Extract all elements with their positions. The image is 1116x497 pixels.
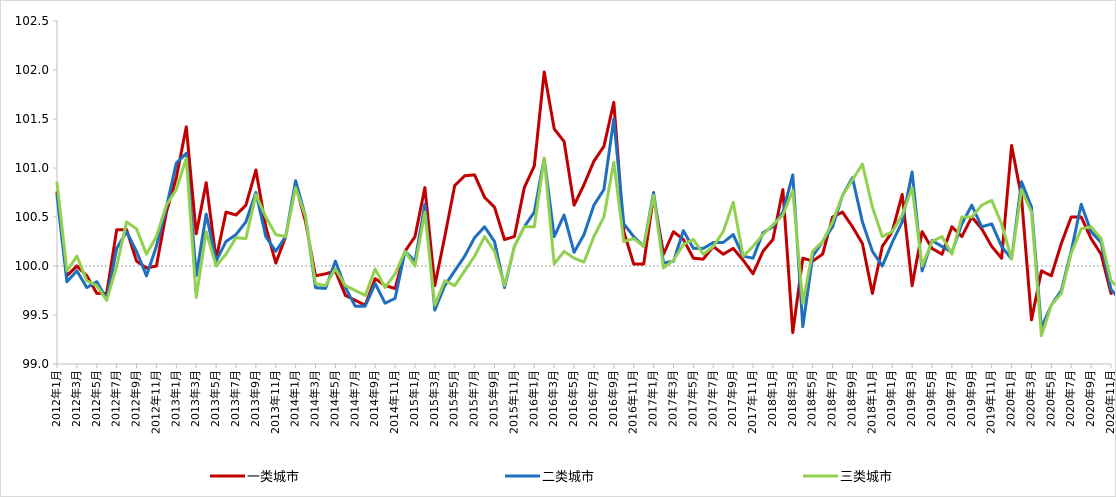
x-tick-label: 2019年7月 — [944, 370, 958, 427]
x-tick-label: 2020年9月 — [1083, 370, 1097, 427]
y-tick-label: 102.5 — [15, 14, 49, 28]
x-tick-label: 2016年1月 — [526, 370, 540, 427]
x-tick-label: 2013年5月 — [208, 370, 222, 427]
x-tick-label: 2018年7月 — [825, 370, 839, 427]
x-tick-label: 2014年1月 — [288, 370, 302, 427]
x-tick-label: 2015年1月 — [407, 370, 421, 427]
x-tick-label: 2015年7月 — [467, 370, 481, 427]
y-axis-ticks: 99.0 99.5 100.0 100.5 101.0 101.5 102.0 102.5 — [15, 14, 57, 371]
series-line-3 — [55, 156, 1115, 338]
series-line-1 — [55, 70, 1113, 335]
axes — [56, 21, 1111, 365]
x-tick-label: 2016年3月 — [546, 370, 560, 427]
x-tick-label: 2016年9月 — [606, 370, 620, 427]
series-line-2 — [55, 117, 1115, 330]
y-tick-label: 101.0 — [15, 161, 49, 175]
x-tick-label: 2014年5月 — [327, 370, 341, 427]
x-tick-label: 2018年1月 — [765, 370, 779, 427]
x-tick-label: 2020年7月 — [1063, 370, 1077, 427]
x-tick-label: 2014年7月 — [347, 370, 361, 427]
x-tick-label: 2017年7月 — [705, 370, 719, 427]
x-tick-label: 2019年11月 — [984, 370, 998, 434]
x-tick-label: 2020年5月 — [1043, 370, 1057, 427]
x-tick-label: 2019年3月 — [904, 370, 918, 427]
legend: 一类城市 二类城市 三类城市 — [210, 469, 892, 485]
x-tick-label: 2014年3月 — [308, 370, 322, 427]
legend-label-3: 三类城市 — [840, 469, 892, 485]
x-tick-label: 2012年1月 — [49, 370, 63, 427]
x-tick-label: 2015年3月 — [427, 370, 441, 427]
legend-label-2: 二类城市 — [542, 469, 594, 485]
x-tick-label: 2020年1月 — [1004, 370, 1018, 427]
x-tick-label: 2017年1月 — [646, 370, 660, 427]
x-tick-label: 2019年5月 — [924, 370, 938, 427]
x-tick-label: 2013年7月 — [228, 370, 242, 427]
x-tick-label: 2013年3月 — [188, 370, 202, 427]
y-tick-label: 101.5 — [15, 112, 49, 126]
x-tick-label: 2012年7月 — [109, 370, 123, 427]
x-tick-label: 2020年11月 — [1103, 370, 1115, 434]
x-tick-label: 2016年11月 — [626, 370, 640, 434]
x-tick-label: 2019年1月 — [884, 370, 898, 427]
x-tick-label: 2016年7月 — [586, 370, 600, 427]
y-tick-label: 100.0 — [15, 259, 49, 273]
x-tick-label: 2017年9月 — [725, 370, 739, 427]
x-tick-label: 2012年11月 — [148, 370, 162, 434]
y-tick-label: 102.0 — [15, 63, 49, 77]
x-axis-ticks: 2012年1月 2012年3月 2012年5月 2012年7月 2012年9月 2012年… — [49, 364, 1115, 434]
legend-label-1: 一类城市 — [247, 469, 299, 485]
x-tick-label: 2018年5月 — [805, 370, 819, 427]
x-tick-label: 2015年11月 — [506, 370, 520, 434]
x-tick-label: 2019年9月 — [964, 370, 978, 427]
x-tick-label: 2012年5月 — [89, 370, 103, 427]
x-tick-label: 2017年5月 — [685, 370, 699, 427]
x-tick-label: 2018年9月 — [844, 370, 858, 427]
series-layer — [55, 70, 1115, 338]
x-tick-label: 2015年5月 — [447, 370, 461, 427]
x-tick-label: 2018年3月 — [785, 370, 799, 427]
x-tick-label: 2017年11月 — [745, 370, 759, 434]
x-tick-label: 2020年3月 — [1023, 370, 1037, 427]
x-tick-label: 2018年11月 — [864, 370, 878, 434]
x-tick-label: 2014年9月 — [367, 370, 381, 427]
x-tick-label: 2013年1月 — [168, 370, 182, 427]
x-tick-label: 2013年9月 — [248, 370, 262, 427]
x-tick-label: 2015年9月 — [487, 370, 501, 427]
x-tick-label: 2012年9月 — [129, 370, 143, 427]
x-tick-label: 2013年11月 — [268, 370, 282, 434]
x-tick-label: 2016年5月 — [566, 370, 580, 427]
x-tick-label: 2017年3月 — [665, 370, 679, 427]
y-tick-label: 100.5 — [15, 210, 49, 224]
y-tick-label: 99.5 — [22, 308, 49, 322]
y-tick-label: 99.0 — [22, 357, 49, 371]
x-tick-label: 2012年3月 — [69, 370, 83, 427]
x-tick-label: 2014年11月 — [387, 370, 401, 434]
